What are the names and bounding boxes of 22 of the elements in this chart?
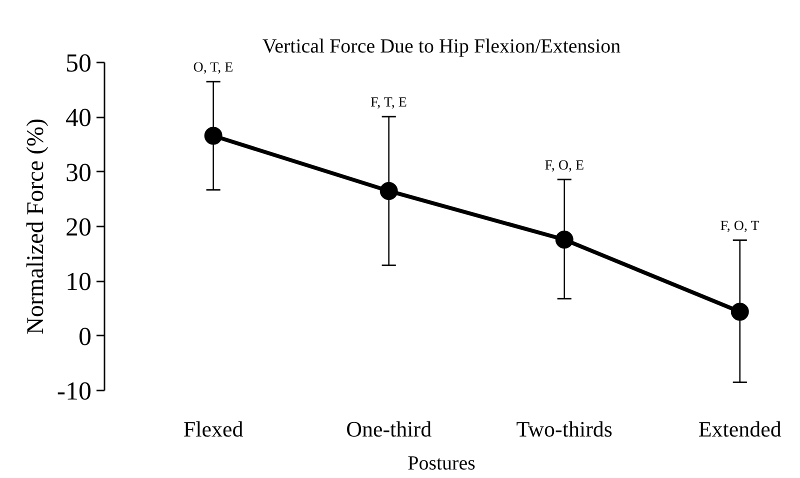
y-tick-label: 40: [66, 103, 92, 132]
y-tick-label: 20: [66, 212, 92, 242]
y-tick-label: 10: [66, 267, 92, 296]
y-tick-label: -10: [56, 376, 92, 406]
chart-title: Vertical Force Due to Hip Flexion/Extension: [262, 36, 621, 58]
annotation: O, T, E: [193, 60, 234, 76]
x-tick-label: One-third: [346, 416, 432, 442]
annotation: F, O, E: [544, 158, 584, 174]
y-tick-label: 0: [78, 322, 92, 351]
point: [204, 126, 222, 145]
y-axis-title: Normalized Force (%): [22, 118, 49, 334]
annotation: F, T, E: [370, 96, 407, 111]
x-tick-label: Flexed: [183, 416, 244, 442]
y-tick-label: 30: [66, 158, 92, 187]
x-tick-label: Extended: [698, 416, 782, 442]
point: [380, 182, 398, 200]
point: [730, 302, 749, 321]
x-axis-title: Postures: [408, 452, 476, 474]
x-tick-label: Two-thirds: [516, 416, 612, 442]
point: [555, 230, 574, 249]
annotation: F, O, T: [720, 219, 760, 234]
y-tick-label: 50: [66, 48, 92, 78]
